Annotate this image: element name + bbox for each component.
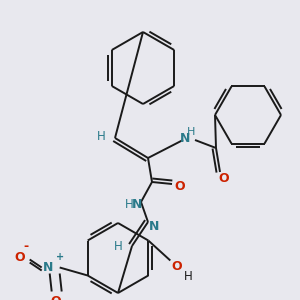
Text: H: H xyxy=(114,239,122,253)
Text: -: - xyxy=(23,240,28,253)
Text: H: H xyxy=(184,270,193,283)
Text: +: + xyxy=(56,253,64,262)
Text: O: O xyxy=(14,251,25,264)
Text: N: N xyxy=(43,261,53,274)
Text: N: N xyxy=(180,131,190,145)
Text: N: N xyxy=(149,220,159,232)
Text: O: O xyxy=(50,295,61,300)
Text: N: N xyxy=(132,197,142,211)
Text: O: O xyxy=(171,260,181,273)
Text: O: O xyxy=(219,172,229,184)
Text: H: H xyxy=(187,127,195,137)
Text: O: O xyxy=(175,179,185,193)
Text: H: H xyxy=(124,197,134,211)
Text: H: H xyxy=(97,130,105,142)
